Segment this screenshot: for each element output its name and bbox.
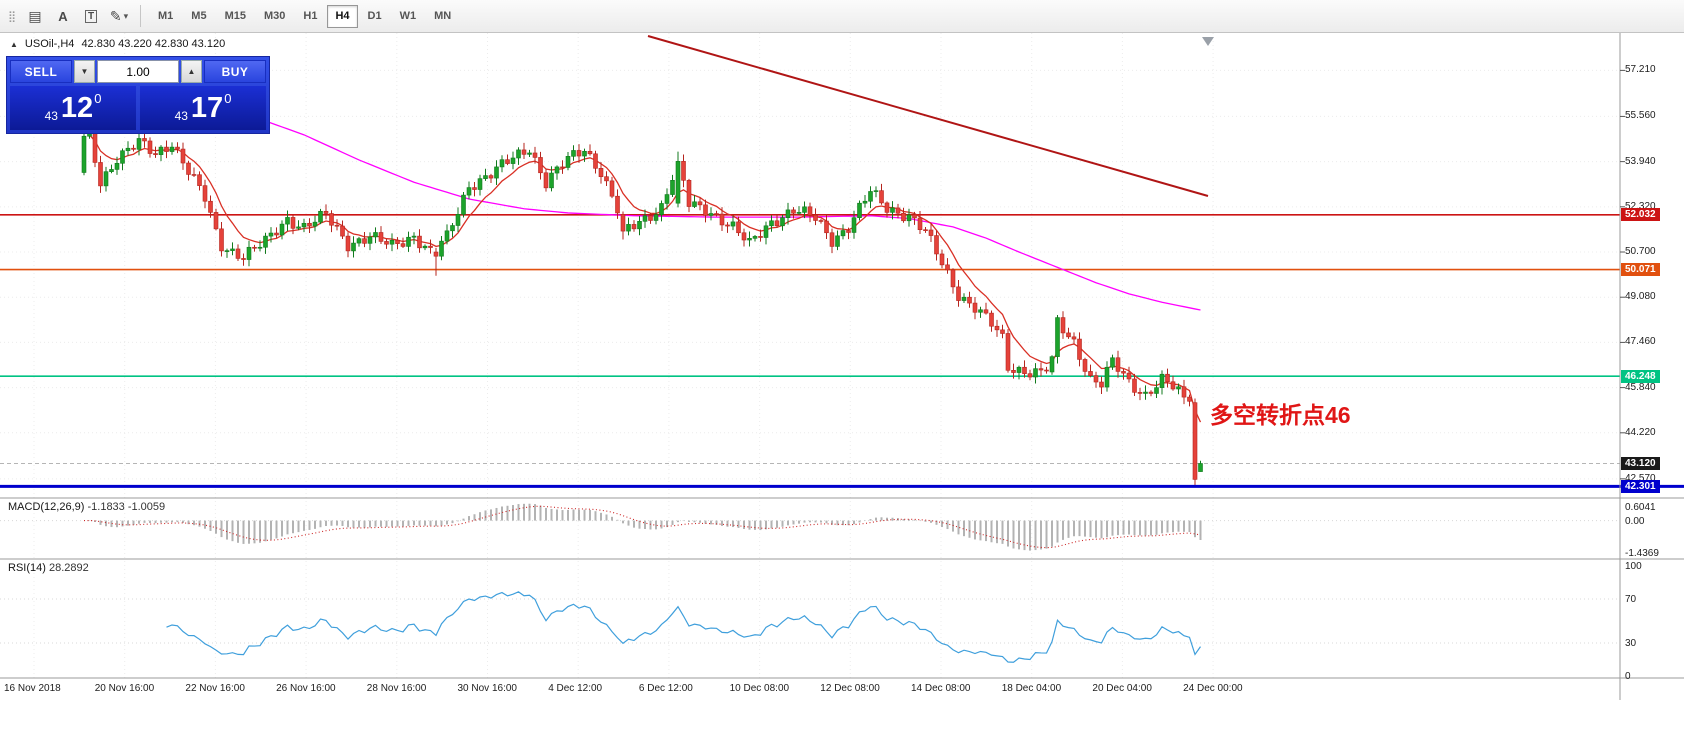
bid-price-sup: 0 <box>94 91 102 106</box>
timeframe-group: M1 M5 M15 M30 H1 H4 D1 W1 MN <box>149 4 460 28</box>
timeframe-d1[interactable]: D1 <box>367 10 382 22</box>
timeframe-m15[interactable]: M15 <box>224 10 246 22</box>
macd-histogram <box>88 503 1202 551</box>
ask-price-display: 43 17 0 <box>140 86 266 130</box>
ohlc-readout: 42.830 43.220 42.830 43.120 <box>81 38 226 50</box>
tick-chart-icon[interactable]: ▤ <box>28 7 42 24</box>
volume-decrease-button[interactable]: ▼ <box>74 60 95 83</box>
chevron-down-icon: ▾ <box>123 10 129 21</box>
bid-price-big: 12 <box>60 92 94 124</box>
toolbar-separator <box>140 5 141 27</box>
rsi-header: RSI(14) 28.2892 <box>8 562 89 574</box>
volume-increase-button[interactable]: ▲ <box>181 60 202 83</box>
toolbar-drag-handle-icon[interactable]: ⣿ <box>7 10 17 23</box>
rsi-title: RSI(14) <box>8 562 46 574</box>
symbol-name: USOil-,H4 <box>24 38 75 50</box>
one-click-collapse-icon[interactable]: ▲ <box>10 39 18 49</box>
timeframe-h4[interactable]: H4 <box>327 4 358 28</box>
ask-price-sup: 0 <box>224 91 232 106</box>
macd-values: -1.1833 -1.0059 <box>87 501 166 513</box>
macd-title: MACD(12,26,9) <box>8 501 85 513</box>
timeframe-m30[interactable]: M30 <box>263 10 286 22</box>
candles-layer <box>81 123 1203 487</box>
volume-input[interactable] <box>97 60 179 83</box>
chart-shift-marker[interactable] <box>1202 37 1214 46</box>
toolbar: ⣿ ▤ A T ✎ ▾ M1 M5 M15 M30 H1 H4 D1 W1 MN <box>0 0 1684 33</box>
timeframe-w1[interactable]: W1 <box>399 10 417 22</box>
macd-header: MACD(12,26,9) -1.1833 -1.0059 <box>8 501 165 513</box>
sell-button[interactable]: SELL <box>10 60 72 83</box>
rsi-value: 28.2892 <box>48 562 89 574</box>
timeframe-mn[interactable]: MN <box>434 10 452 22</box>
text-box-button[interactable]: T <box>78 3 104 29</box>
buy-button[interactable]: BUY <box>204 60 266 83</box>
draw-tools-button[interactable]: ✎ ▾ <box>106 3 132 29</box>
bid-price-display: 43 12 0 <box>10 86 136 130</box>
bid-price-prefix: 43 <box>44 109 58 123</box>
text-label-icon[interactable]: A <box>58 8 68 24</box>
ask-price-prefix: 43 <box>174 109 188 123</box>
ask-price-big: 17 <box>190 92 224 124</box>
one-click-trading-panel: SELL ▼ ▲ BUY 43 12 0 43 17 0 <box>6 56 270 134</box>
text-box-icon: T <box>84 9 98 23</box>
timeframe-m1[interactable]: M1 <box>158 10 174 22</box>
pencil-icon: ✎ <box>109 7 122 24</box>
symbol-title-row: ▲ USOil-,H4 42.830 43.220 42.830 43.120 <box>10 38 225 50</box>
chart-annotation-text[interactable]: 多空转折点46 <box>1210 402 1351 428</box>
timeframe-h1[interactable]: H1 <box>303 10 318 22</box>
timeframe-m5[interactable]: M5 <box>191 10 207 22</box>
